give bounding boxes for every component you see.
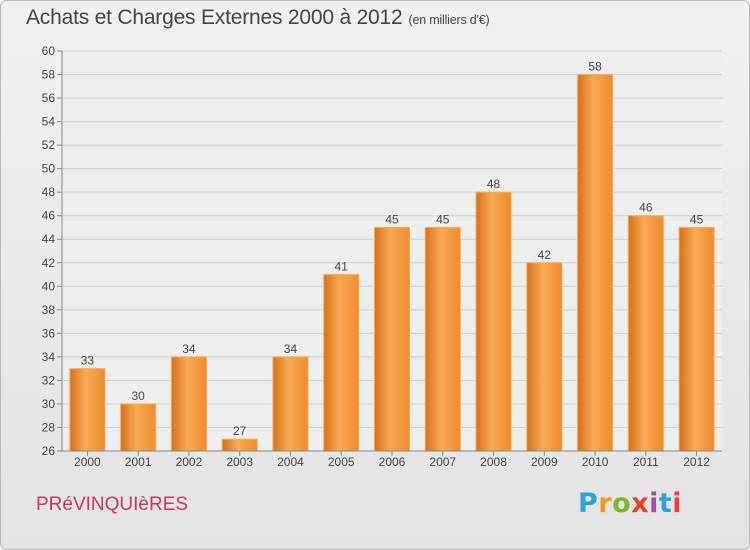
y-tick-label: 50: [42, 162, 56, 176]
title-text: Achats et Charges Externes 2000 à 2012: [26, 6, 403, 29]
y-tick-label: 44: [42, 232, 56, 246]
bar-value-label: 48: [487, 177, 501, 191]
x-tick-label: 2012: [683, 455, 710, 469]
y-tick-label: 30: [42, 397, 56, 411]
commune-name: PRéVINQUIèRES: [36, 494, 189, 515]
x-tick-label: 2009: [531, 455, 558, 469]
x-axis: 2000 2001 2002 2003 2004 2005 2006 2007 2008 2009…: [62, 450, 722, 469]
y-tick-label: 28: [42, 420, 56, 434]
y-tick-label: 54: [42, 115, 56, 129]
bar: [170, 356, 207, 452]
y-tick-label: 36: [42, 326, 56, 340]
x-tick-label: 2008: [480, 455, 507, 469]
bar: [577, 74, 614, 452]
logo-letter: r: [598, 488, 613, 519]
x-tick-label: 2004: [277, 455, 304, 469]
bar: [221, 438, 258, 452]
bar-value-label: 45: [690, 212, 704, 226]
bar-value-label: 46: [639, 201, 653, 215]
bar-value-label: 30: [131, 389, 145, 403]
x-tick-label: 2006: [379, 455, 406, 469]
y-axis: 26 28 30 32 34 36 38 40 42 44 46 48 50 52 54 56 58 60: [42, 44, 63, 458]
bar-value-label: 45: [436, 212, 450, 226]
x-tick-label: 2003: [226, 455, 253, 469]
bar: [272, 356, 309, 452]
bar-value-label: 45: [385, 212, 399, 226]
bar-value-label: 27: [233, 424, 247, 438]
unit-note: (en milliers d'€): [408, 13, 490, 27]
x-tick-label: 2011: [633, 455, 659, 469]
bar-value-label: 58: [588, 60, 602, 74]
bar-value-label: 34: [284, 342, 298, 356]
logo-letter: i: [672, 488, 683, 519]
logo-letter: x: [631, 488, 650, 519]
bar-value-label: 33: [81, 354, 95, 368]
x-tick-label: 2005: [328, 455, 355, 469]
chart-title: Achats et Charges Externes 2000 à 2012 (e…: [26, 6, 490, 30]
x-tick-label: 2000: [74, 455, 101, 469]
logo-letter: i: [649, 488, 659, 519]
x-tick-label: 2010: [582, 455, 609, 469]
y-tick-label: 58: [42, 68, 56, 82]
bar: [323, 274, 360, 452]
y-tick-label: 60: [42, 44, 56, 58]
y-tick-label: 56: [42, 91, 56, 105]
bar: [526, 262, 563, 452]
proxiti-logo: Proxiti: [578, 488, 682, 519]
logo-letter: P: [578, 488, 599, 519]
y-tick-label: 42: [42, 256, 56, 270]
x-tick-label: 2007: [429, 455, 456, 469]
y-tick-label: 48: [42, 185, 56, 199]
bar: [678, 226, 715, 452]
bars: 33 30 34 27 34 41 45 45 48 42 58 46 45: [69, 60, 715, 452]
logo-letter: t: [658, 488, 673, 519]
bar-value-label: 41: [335, 260, 349, 274]
x-tick-label: 2002: [176, 455, 203, 469]
bar-value-label: 34: [182, 342, 196, 356]
bar-value-label: 42: [538, 248, 552, 262]
bar: [69, 368, 106, 452]
y-tick-label: 26: [42, 444, 56, 458]
bar: [627, 215, 664, 452]
logo-letter: o: [612, 488, 632, 519]
bar: [424, 226, 461, 452]
bar: [475, 191, 512, 452]
y-tick-label: 52: [42, 138, 56, 152]
bar: [374, 226, 410, 452]
y-tick-label: 34: [42, 350, 56, 364]
x-tick-label: 2001: [125, 455, 152, 469]
bar: [120, 403, 157, 452]
y-tick-label: 32: [42, 373, 56, 387]
y-tick-label: 38: [42, 303, 56, 317]
y-tick-label: 40: [42, 279, 56, 293]
y-tick-label: 46: [42, 209, 56, 223]
